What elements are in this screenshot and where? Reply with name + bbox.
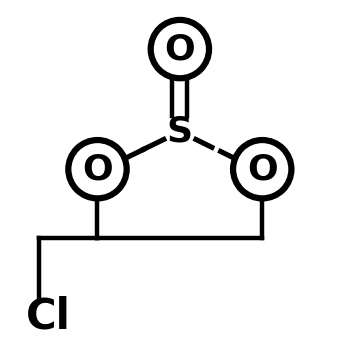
Circle shape — [233, 140, 291, 199]
Text: O: O — [247, 152, 277, 186]
Circle shape — [151, 20, 209, 78]
Text: Cl: Cl — [25, 296, 70, 338]
Circle shape — [68, 140, 127, 199]
Text: O: O — [82, 152, 113, 186]
Text: S: S — [167, 115, 193, 149]
Text: O: O — [164, 32, 195, 66]
